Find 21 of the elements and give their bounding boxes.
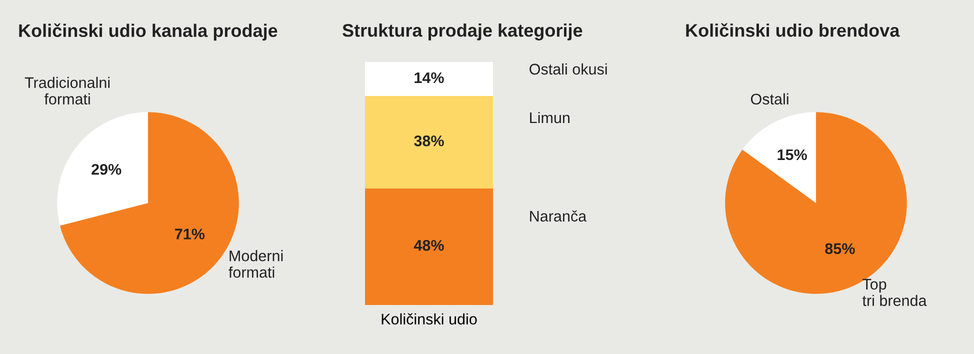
slice-label: Top tri brenda — [862, 278, 927, 306]
text: Naranča — [530, 210, 587, 222]
data-label: 38% — [414, 135, 444, 146]
data-label: 15% — [778, 149, 807, 160]
text: Limun — [530, 112, 570, 124]
pie-slice — [742, 112, 816, 203]
data-label: 85% — [825, 243, 855, 254]
slice-label: Tradicionalni formati — [24, 76, 110, 105]
chart-title: Količinski udio brendova — [686, 23, 900, 37]
data-label: 71% — [175, 228, 205, 240]
chart-title: Količinski udio kanala prodaje — [19, 23, 278, 41]
pie-slice — [725, 112, 907, 294]
data-label: 48% — [414, 240, 444, 251]
data-label: 14% — [414, 72, 444, 84]
chart-title: Struktura prodaje kategorije — [342, 24, 582, 40]
slice-label: Ostali — [750, 93, 788, 105]
text: Ostali okusi — [530, 63, 607, 75]
x-tick-label: Količinski udio — [382, 313, 477, 325]
pie-slice — [57, 112, 148, 226]
slice-label: Moderni formati — [228, 250, 283, 278]
data-label: 29% — [92, 164, 122, 175]
